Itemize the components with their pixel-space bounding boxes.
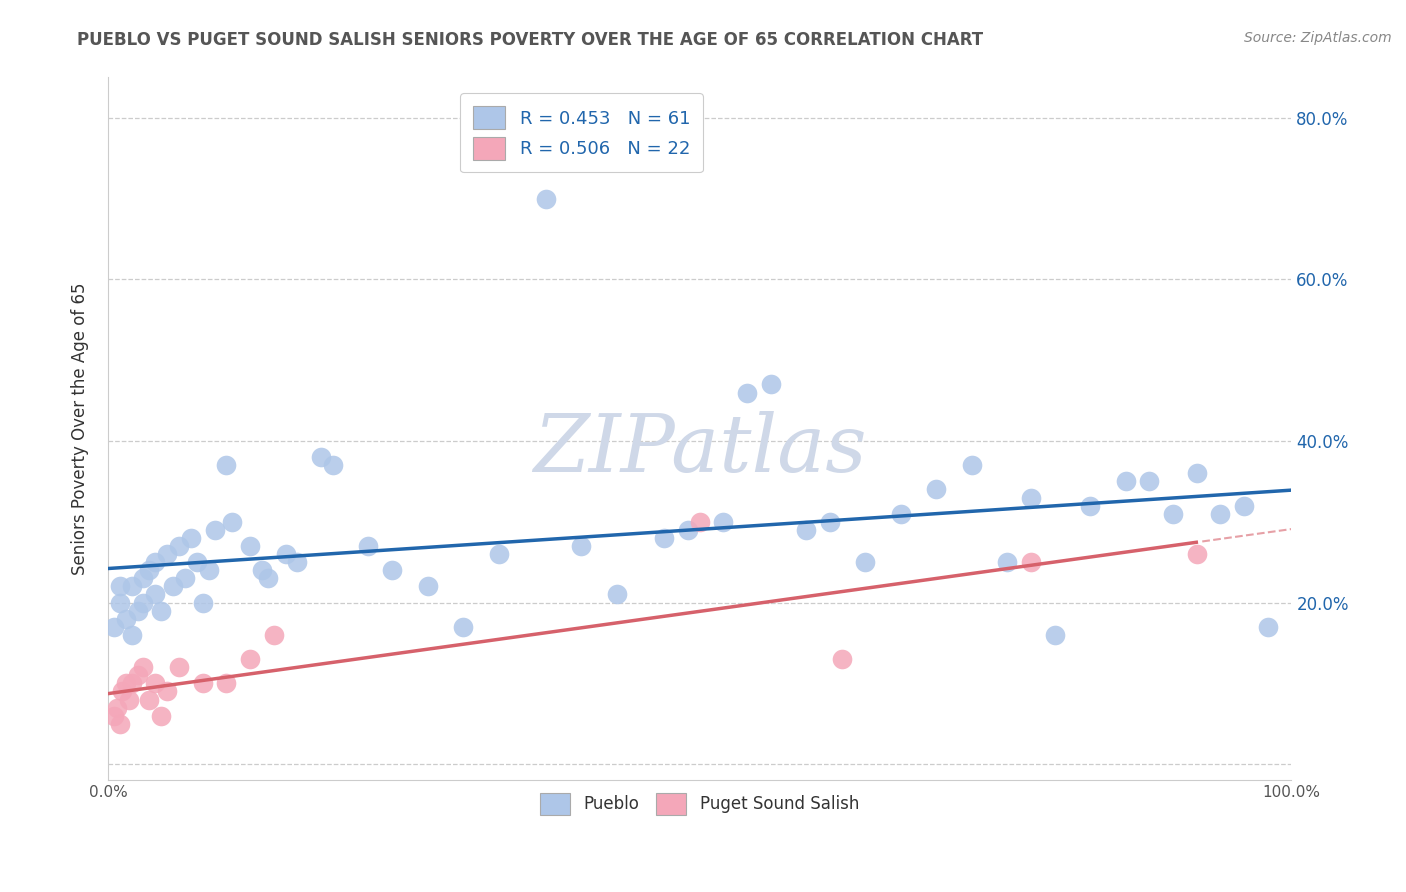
Point: [132, 571, 155, 585]
Point: [127, 668, 149, 682]
Point: [215, 458, 238, 473]
Point: [357, 539, 380, 553]
Point: [263, 628, 285, 642]
Point: [250, 563, 273, 577]
Point: [174, 571, 197, 585]
Point: [274, 547, 297, 561]
Point: [855, 555, 877, 569]
Point: [118, 692, 141, 706]
Text: ZIPatlas: ZIPatlas: [533, 411, 866, 489]
Point: [138, 563, 160, 577]
Legend: Pueblo, Puget Sound Salish: Pueblo, Puget Sound Salish: [530, 783, 869, 825]
Point: [108, 596, 131, 610]
Point: [239, 539, 262, 553]
Point: [103, 708, 125, 723]
Point: [569, 539, 592, 553]
Point: [285, 555, 308, 569]
Point: [759, 377, 782, 392]
Point: [1209, 507, 1232, 521]
Point: [818, 515, 841, 529]
Point: [1161, 507, 1184, 521]
Point: [108, 716, 131, 731]
Point: [652, 531, 675, 545]
Point: [534, 192, 557, 206]
Point: [689, 515, 711, 529]
Point: [156, 547, 179, 561]
Point: [890, 507, 912, 521]
Point: [1185, 467, 1208, 481]
Point: [167, 660, 190, 674]
Text: Source: ZipAtlas.com: Source: ZipAtlas.com: [1244, 31, 1392, 45]
Point: [488, 547, 510, 561]
Point: [143, 587, 166, 601]
Point: [221, 515, 243, 529]
Point: [114, 676, 136, 690]
Point: [215, 676, 238, 690]
Point: [735, 385, 758, 400]
Point: [676, 523, 699, 537]
Point: [121, 628, 143, 642]
Point: [713, 515, 735, 529]
Point: [180, 531, 202, 545]
Point: [121, 579, 143, 593]
Point: [150, 708, 173, 723]
Point: [322, 458, 344, 473]
Point: [132, 660, 155, 674]
Point: [191, 676, 214, 690]
Point: [197, 563, 219, 577]
Point: [1185, 547, 1208, 561]
Point: [191, 596, 214, 610]
Point: [960, 458, 983, 473]
Point: [381, 563, 404, 577]
Point: [1233, 499, 1256, 513]
Point: [143, 676, 166, 690]
Text: PUEBLO VS PUGET SOUND SALISH SENIORS POVERTY OVER THE AGE OF 65 CORRELATION CHAR: PUEBLO VS PUGET SOUND SALISH SENIORS POV…: [77, 31, 983, 49]
Point: [831, 652, 853, 666]
Point: [143, 555, 166, 569]
Y-axis label: Seniors Poverty Over the Age of 65: Seniors Poverty Over the Age of 65: [72, 283, 89, 575]
Point: [606, 587, 628, 601]
Point: [138, 692, 160, 706]
Point: [239, 652, 262, 666]
Point: [1257, 620, 1279, 634]
Point: [162, 579, 184, 593]
Point: [150, 604, 173, 618]
Point: [103, 620, 125, 634]
Point: [997, 555, 1019, 569]
Point: [204, 523, 226, 537]
Point: [108, 579, 131, 593]
Point: [167, 539, 190, 553]
Point: [186, 555, 208, 569]
Point: [256, 571, 278, 585]
Point: [1019, 555, 1042, 569]
Point: [132, 596, 155, 610]
Point: [1019, 491, 1042, 505]
Point: [309, 450, 332, 464]
Point: [416, 579, 439, 593]
Point: [451, 620, 474, 634]
Point: [925, 483, 948, 497]
Point: [1139, 475, 1161, 489]
Point: [1078, 499, 1101, 513]
Point: [1043, 628, 1066, 642]
Point: [127, 604, 149, 618]
Point: [1115, 475, 1137, 489]
Point: [794, 523, 817, 537]
Point: [156, 684, 179, 698]
Point: [111, 684, 134, 698]
Point: [114, 612, 136, 626]
Point: [107, 700, 129, 714]
Point: [121, 676, 143, 690]
